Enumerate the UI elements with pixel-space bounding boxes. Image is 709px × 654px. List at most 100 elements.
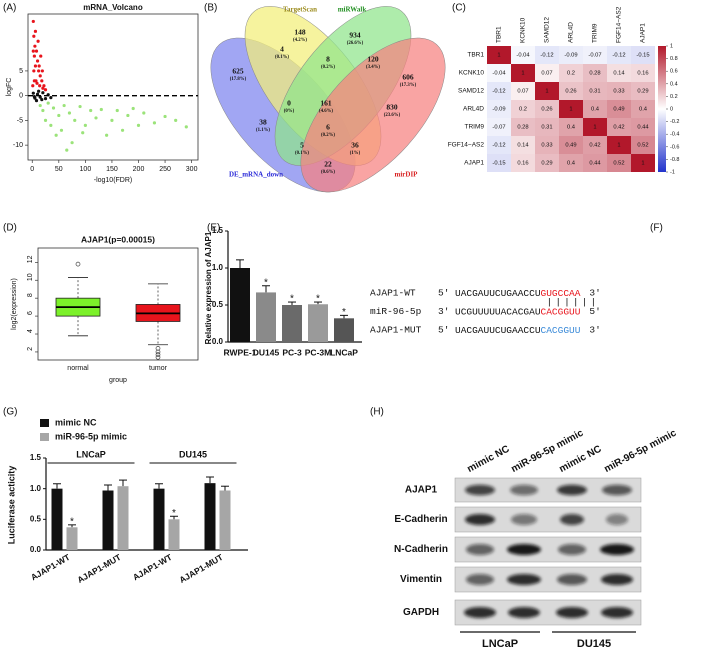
cell-value: 0.16 — [517, 161, 528, 167]
point — [40, 79, 44, 83]
cell-value: -0.12 — [492, 89, 505, 95]
cell-value: 1 — [569, 107, 572, 113]
region-count: 606 — [402, 73, 414, 82]
column-label: ARL4D — [568, 22, 575, 43]
row-label: TBR1 — [467, 52, 484, 59]
y-tick-label: 10 — [27, 273, 34, 281]
row-label: TRIM9 — [465, 124, 485, 131]
band — [511, 514, 537, 525]
point — [73, 118, 77, 123]
set-label: TargetScan — [283, 6, 317, 14]
point — [40, 69, 44, 73]
region-count: 5 — [300, 141, 304, 150]
cell-value: -0.04 — [516, 53, 530, 59]
significance: * — [290, 294, 294, 305]
cell-value: 1 — [545, 89, 548, 95]
heatmap-cell — [511, 118, 535, 136]
point — [59, 128, 64, 132]
region-count: 22 — [324, 160, 332, 169]
heatmap-cell — [559, 100, 583, 118]
region-count: 830 — [386, 103, 398, 112]
cell-value: 0.31 — [589, 89, 600, 95]
point — [184, 125, 188, 129]
point — [37, 89, 41, 93]
heatmap-cell — [487, 64, 511, 82]
panel-label: (G) — [3, 407, 17, 418]
row-label: SAMD12 — [458, 88, 484, 95]
cell-value: 1 — [497, 53, 500, 59]
point — [70, 141, 74, 145]
y-axis-label: log2(expression) — [11, 278, 18, 330]
colorbar-tick-label: 0.2 — [670, 94, 678, 100]
band — [557, 484, 587, 496]
bar — [256, 292, 276, 342]
cell-value: 0.26 — [541, 107, 552, 113]
point — [99, 107, 103, 112]
region-percent: (0.2%) — [321, 65, 335, 70]
heatmap-cell — [487, 118, 511, 136]
y-tick-label: 0.0 — [30, 545, 42, 554]
protein-label: N-Cadherin — [394, 544, 448, 555]
heatmap-cell — [631, 82, 655, 100]
colorbar-tick-label: -0.6 — [670, 144, 679, 150]
point — [43, 88, 48, 92]
heatmap-cell — [607, 46, 631, 64]
heatmap-cell — [559, 136, 583, 154]
cell-value: 0.44 — [589, 161, 601, 167]
cell-value: -0.12 — [612, 53, 625, 59]
region-count: 36 — [351, 141, 359, 150]
sequence: UACGAUUCUGAACCUCACGGUU — [455, 325, 581, 336]
x-tick-label: DU145 — [253, 347, 280, 357]
band — [507, 574, 541, 585]
x-tick-label: 50 — [55, 166, 63, 173]
heatmap-cell — [487, 46, 511, 64]
point — [54, 133, 58, 137]
cell-value: -0.12 — [492, 143, 505, 149]
row-label: FGF14−AS2 — [448, 142, 485, 149]
point — [174, 118, 178, 123]
binding-site: CACGGUU — [541, 325, 581, 336]
heatmap-cell — [607, 154, 631, 172]
bar — [204, 483, 216, 550]
band — [464, 607, 496, 618]
sequence-end: 3' — [589, 325, 600, 336]
heatmap-cell — [631, 118, 655, 136]
cell-value: 0.33 — [613, 89, 624, 95]
cell-value: 0.42 — [589, 143, 600, 149]
point — [33, 64, 38, 68]
band — [600, 544, 634, 555]
y-tick-label: 6 — [27, 311, 34, 315]
region-percent: (17.3%) — [400, 83, 417, 88]
cell-value: 0.44 — [637, 125, 649, 131]
sequence-name: AJAP1-WT — [370, 288, 416, 299]
heatmap-cell — [511, 136, 535, 154]
cell-value: 0.2 — [567, 71, 575, 77]
cell-value: 0.14 — [613, 71, 625, 77]
point — [42, 84, 46, 88]
sequence-end: 3' — [589, 288, 600, 299]
bar — [168, 519, 180, 550]
column-label: FGF14−AS2 — [616, 6, 623, 43]
band — [466, 574, 494, 585]
heatmap-cell — [535, 136, 559, 154]
binding-site: GUGCCAA — [541, 288, 581, 299]
colorbar-tick-label: -0.2 — [670, 119, 679, 125]
cell-value: -0.15 — [492, 161, 505, 167]
legend-label: miR-96-5p mimic — [55, 431, 127, 441]
x-tick-label: AJAP1-WT — [131, 552, 174, 583]
bar — [51, 488, 63, 550]
outlier — [75, 261, 81, 267]
region-percent: (4.6%) — [319, 109, 333, 114]
point — [37, 64, 41, 68]
heatmap-cell — [559, 46, 583, 64]
protein-label: E-Cadherin — [394, 514, 447, 525]
heatmap-cell — [487, 82, 511, 100]
cell-value: -0.09 — [564, 53, 577, 59]
heatmap-cell — [535, 100, 559, 118]
x-tick-label: normal — [67, 365, 89, 372]
point — [34, 49, 39, 53]
significance: * — [342, 307, 346, 318]
sequence-body: UACGAUUCUGAACCU — [455, 325, 541, 336]
colorbar-tick-label: 0.6 — [670, 69, 678, 75]
y-tick-label: 4 — [27, 329, 34, 333]
